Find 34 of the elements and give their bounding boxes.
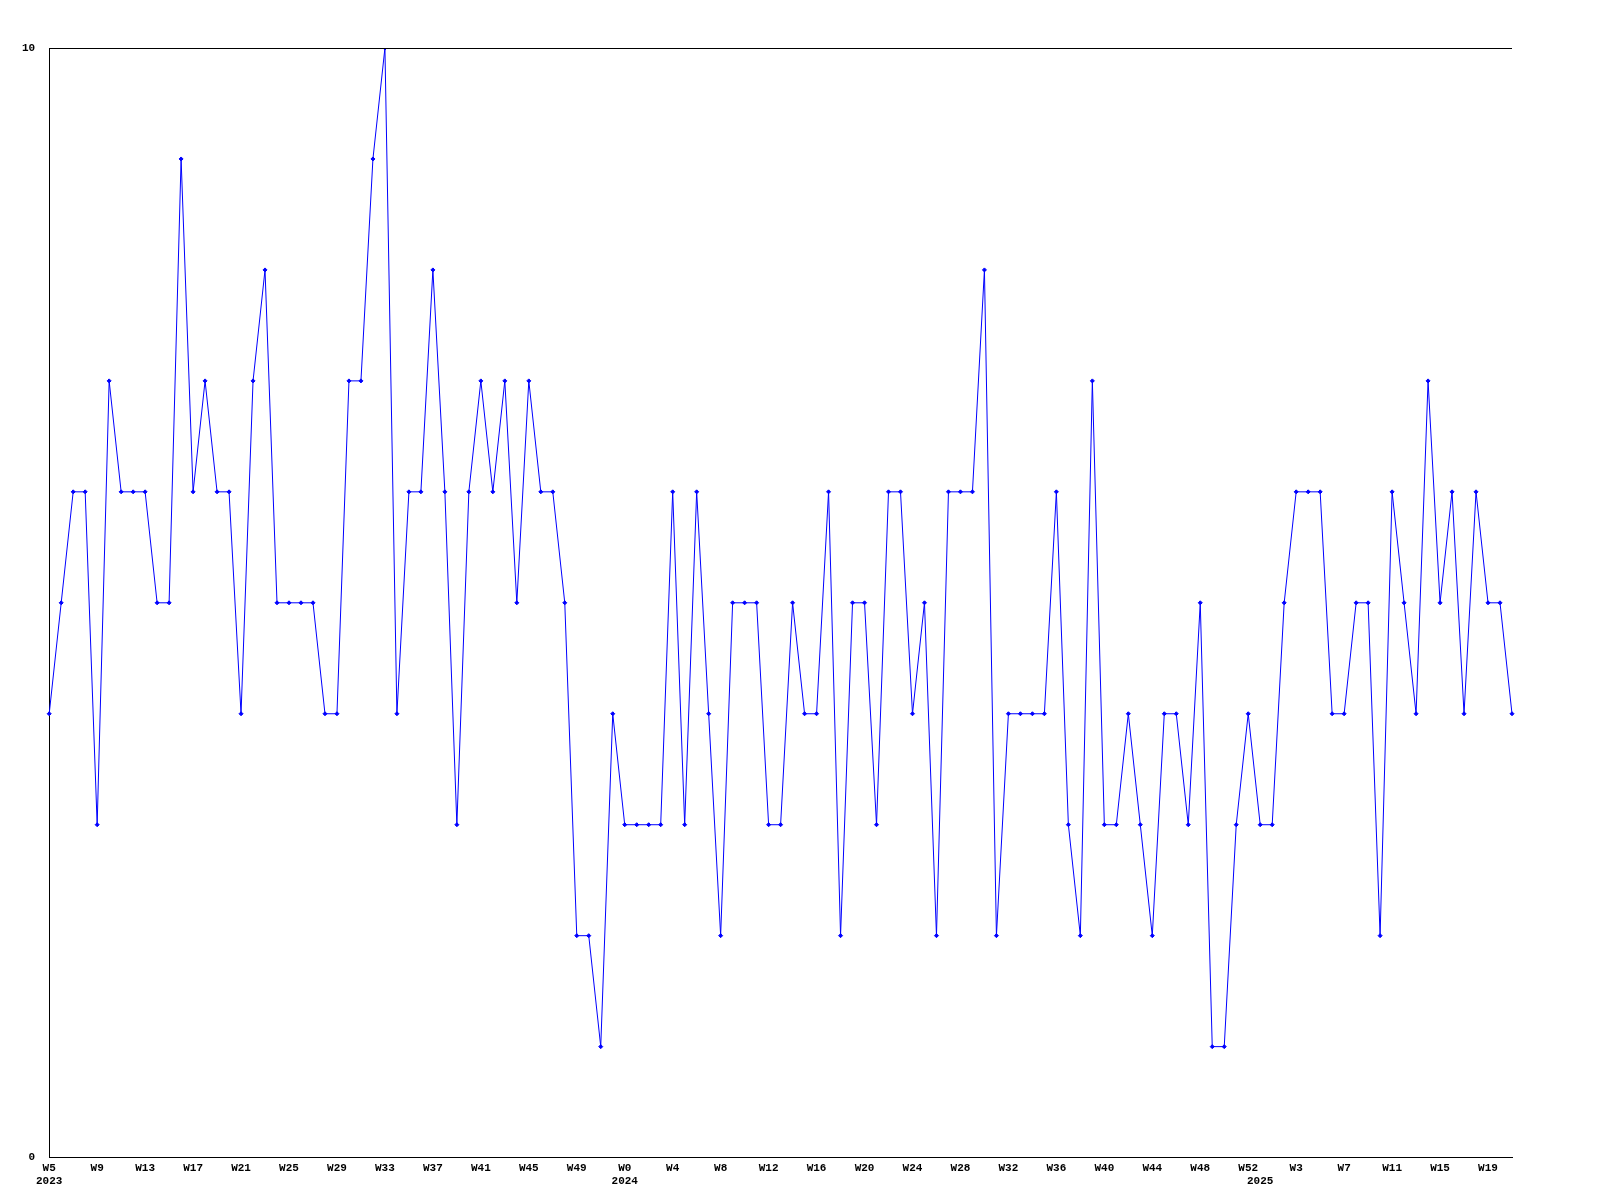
x-tick-label: W45 <box>518 1161 540 1174</box>
x-tick-label: W8 <box>714 1161 728 1174</box>
x-tick-label: W25 <box>279 1161 300 1174</box>
x-tick-label: W21 <box>231 1161 252 1174</box>
x-tick-label: W52 <box>1238 1161 1259 1174</box>
x-tick-label: W49 <box>566 1161 587 1174</box>
x-tick-label: W15 <box>1430 1161 1451 1174</box>
x-tick-label: W36 <box>1046 1161 1067 1174</box>
x-tick-label: W20 <box>854 1161 875 1174</box>
x-tick-label: W9 <box>90 1161 104 1174</box>
x-tick-label: W5 2023 <box>36 1161 63 1188</box>
x-tick-label: W0 2024 <box>611 1161 639 1188</box>
x-tick-label: W16 <box>806 1161 827 1174</box>
y-tick-label: 10 <box>22 41 36 54</box>
x-tick-label: W33 <box>375 1161 396 1174</box>
x-tick-label: W13 <box>135 1161 156 1174</box>
x-tick-label: W37 <box>422 1161 443 1174</box>
x-tick-label: W32 <box>998 1161 1019 1174</box>
x-tick-label: W3 <box>1289 1161 1304 1174</box>
x-tick-label: W4 <box>666 1161 680 1174</box>
x-tick-label: W41 <box>470 1161 492 1174</box>
x-tick-label: W44 <box>1142 1161 1163 1174</box>
x-tick-label: W17 <box>183 1161 203 1174</box>
x-tick-label: 2025 <box>1247 1175 1274 1188</box>
x-tick-label: W11 <box>1382 1161 1403 1174</box>
x-tick-label: W28 <box>950 1161 971 1174</box>
x-tick-label: W40 <box>1094 1161 1115 1174</box>
x-tick-label: W19 <box>1478 1161 1498 1174</box>
x-tick-label: W48 <box>1190 1161 1211 1174</box>
x-tick-label: W29 <box>327 1161 347 1174</box>
x-tick-label: W24 <box>902 1161 923 1174</box>
x-tick-label: W7 <box>1337 1161 1351 1174</box>
y-tick-label: 0 <box>28 1151 36 1164</box>
x-tick-label: W12 <box>758 1161 779 1174</box>
